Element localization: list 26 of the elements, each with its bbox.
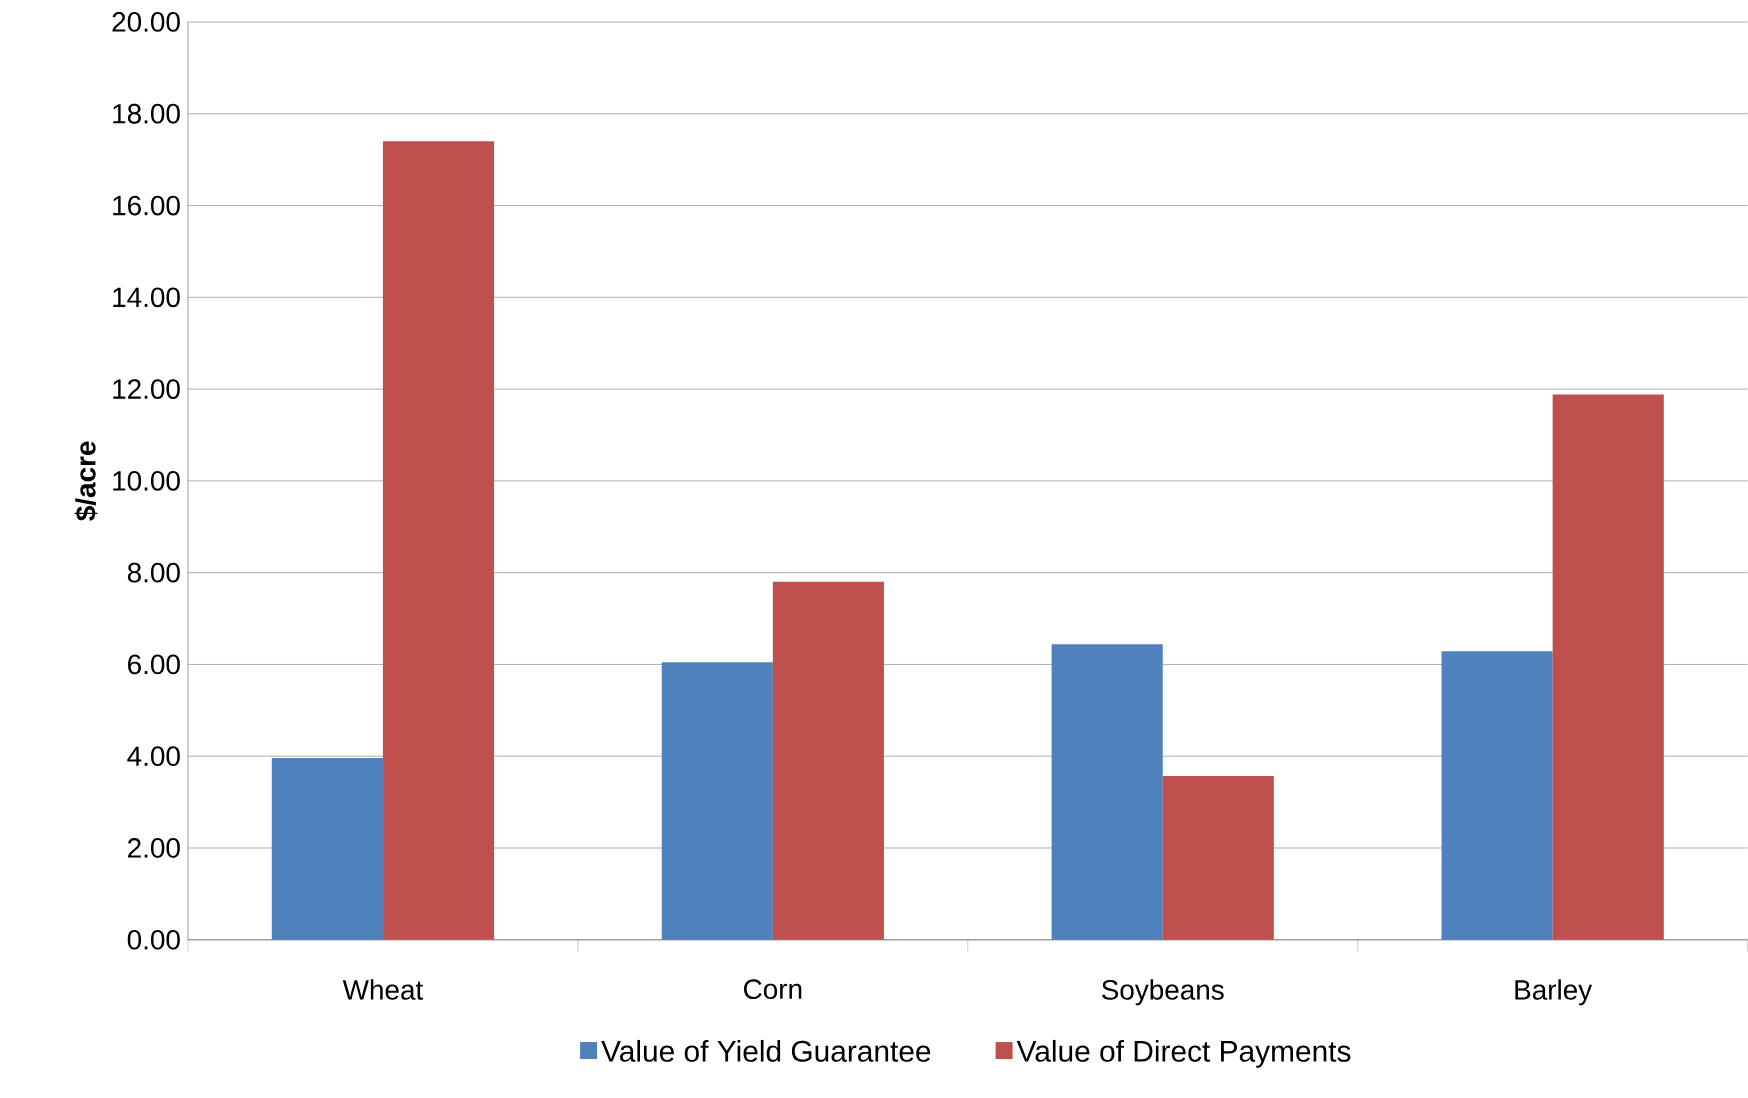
bar xyxy=(1162,776,1274,940)
bar xyxy=(382,141,495,940)
y-tick-label: 12.00 xyxy=(113,379,180,400)
y-tick-label: 16.00 xyxy=(113,195,180,216)
y-tick-label: 14.00 xyxy=(113,287,180,308)
bar xyxy=(1552,394,1664,940)
y-tick-label: 4.00 xyxy=(127,746,180,767)
y-tick-label: 0.00 xyxy=(127,930,180,950)
x-tick-label: Soybeans xyxy=(1102,979,1224,1006)
y-tick-label: 20.00 xyxy=(112,12,180,32)
y-axis-title: $/acre xyxy=(74,441,98,521)
y-tick-label: 10.00 xyxy=(113,471,180,491)
y-tick-label: 2.00 xyxy=(128,838,180,858)
y-tick-label: 6.00 xyxy=(128,654,180,675)
x-tick-label: Corn xyxy=(744,979,802,1000)
bar xyxy=(661,662,773,940)
bar xyxy=(1051,644,1163,940)
bar xyxy=(1441,651,1553,940)
x-tick-label: Wheat xyxy=(342,979,424,1000)
legend-label: Value of Yield Guarantee xyxy=(601,1040,931,1062)
y-tick-label: 18.00 xyxy=(113,103,180,124)
x-tick-label: Barley xyxy=(1515,979,1593,1006)
bar xyxy=(271,758,383,940)
bar xyxy=(772,581,884,940)
legend-label: Value of Direct Payments xyxy=(1016,1040,1351,1068)
y-tick-label: 8.00 xyxy=(127,562,180,583)
